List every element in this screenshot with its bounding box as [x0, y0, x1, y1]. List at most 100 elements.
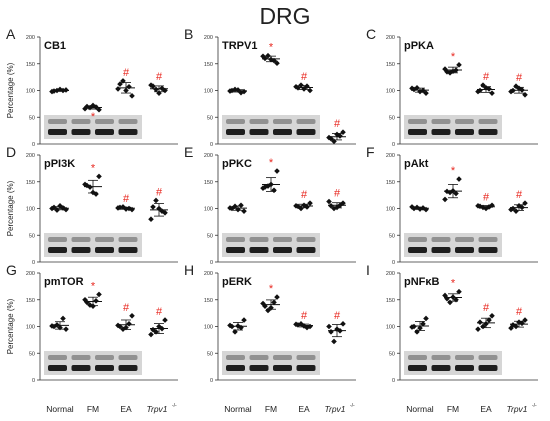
- data-point: [423, 315, 429, 322]
- data-point: [90, 102, 96, 109]
- blot-band-target: [408, 237, 427, 242]
- blot-background: [44, 233, 142, 257]
- data-point: [522, 200, 528, 206]
- y-tick-label: 200: [204, 271, 213, 277]
- panel-title: TRPV1: [222, 40, 257, 52]
- data-point: [49, 88, 55, 95]
- data-point: [293, 203, 299, 209]
- blot-band-target: [408, 355, 427, 360]
- y-tick-label: 200: [204, 35, 213, 41]
- data-point: [489, 90, 495, 96]
- blot-band-target: [48, 237, 67, 242]
- data-point: [417, 325, 423, 331]
- blot-band-target: [71, 355, 91, 360]
- data-point: [442, 292, 448, 299]
- data-point: [414, 329, 420, 335]
- blot-background: [44, 351, 142, 375]
- blot-band-loading: [408, 365, 427, 371]
- y-tick-label: 200: [26, 153, 35, 159]
- data-point: [274, 294, 280, 300]
- blot-background: [404, 351, 502, 375]
- blot-band-loading: [226, 247, 245, 253]
- data-point: [420, 321, 426, 327]
- y-tick-label: 150: [26, 180, 35, 186]
- blot-band-loading: [48, 129, 67, 135]
- data-point: [235, 206, 241, 213]
- blot-band-loading: [431, 365, 451, 371]
- blot-band-target: [249, 237, 269, 242]
- y-tick-label: 150: [204, 298, 213, 304]
- blot-band-loading: [118, 129, 138, 135]
- panel-letter: D: [6, 144, 16, 160]
- panel-b: B TRPV1 0 50 100 150 200 * # #: [184, 26, 356, 148]
- blot-band-loading: [478, 247, 498, 253]
- data-point: [63, 206, 69, 213]
- data-point: [260, 53, 266, 60]
- blot-band-loading: [95, 129, 114, 135]
- blot-band-target: [118, 119, 138, 124]
- blot-band-loading: [249, 247, 269, 253]
- data-point: [274, 168, 280, 174]
- data-point: [153, 86, 159, 93]
- significance-star: *: [451, 165, 456, 177]
- data-point: [260, 185, 266, 191]
- data-point: [271, 187, 277, 194]
- significance-hash: #: [516, 306, 523, 318]
- blot-band-target: [226, 355, 245, 360]
- y-tick-label: 50: [207, 233, 213, 239]
- blot-band-target: [273, 237, 292, 242]
- y-tick-label: 50: [207, 351, 213, 357]
- blot-band-loading: [226, 365, 245, 371]
- panels: A CB1 0 50 100 150 200 * # # B TRPV1 0 50 100 150 200 * # #…: [6, 26, 538, 384]
- data-point: [115, 322, 121, 329]
- data-point: [120, 78, 126, 84]
- x-label-trpv1: Trpv1: [324, 404, 345, 414]
- data-point: [93, 298, 99, 304]
- x-axis-labels: Normal FM EA Trpv1 -/- Normal FM EA Trpv1 -/- Norm…: [46, 403, 537, 414]
- panel-title: pNFκB: [404, 276, 440, 288]
- blot-band-loading: [71, 129, 91, 135]
- data-point: [453, 296, 459, 303]
- data-point: [519, 204, 525, 211]
- blot-band-loading: [118, 247, 138, 253]
- data-point: [293, 83, 299, 90]
- blot-band-target: [71, 119, 91, 124]
- data-point: [120, 204, 126, 210]
- blot-band-target: [95, 355, 114, 360]
- data-point: [442, 66, 448, 72]
- data-point: [307, 200, 313, 206]
- significance-star: *: [451, 278, 456, 290]
- data-point: [298, 205, 304, 212]
- panel-letter: H: [184, 262, 194, 278]
- data-point: [156, 205, 162, 212]
- data-point: [150, 204, 156, 210]
- data-point: [456, 62, 462, 68]
- data-point: [238, 202, 244, 209]
- data-point: [271, 57, 277, 64]
- panel-title: pERK: [222, 276, 252, 288]
- data-point: [57, 203, 63, 209]
- data-point: [148, 82, 154, 88]
- data-point: [271, 299, 277, 306]
- data-point: [340, 321, 346, 327]
- data-point: [334, 204, 340, 211]
- data-point: [293, 321, 299, 328]
- blot-background: [222, 115, 320, 139]
- y-tick-label: 100: [204, 325, 213, 331]
- data-point: [57, 86, 63, 93]
- data-point: [513, 83, 519, 90]
- data-point: [486, 317, 492, 323]
- blot-band-target: [408, 119, 427, 124]
- data-point: [522, 317, 528, 323]
- blot-band-loading: [455, 365, 474, 371]
- data-point: [54, 322, 60, 328]
- data-point: [480, 323, 486, 330]
- panel-title: pAkt: [404, 158, 429, 170]
- blot-band-target: [478, 119, 498, 124]
- data-point: [331, 338, 337, 345]
- blot-band-target: [296, 355, 316, 360]
- y-axis-title-row-3: Percentage (%): [6, 298, 15, 354]
- blot-background: [222, 351, 320, 375]
- data-point: [153, 197, 159, 204]
